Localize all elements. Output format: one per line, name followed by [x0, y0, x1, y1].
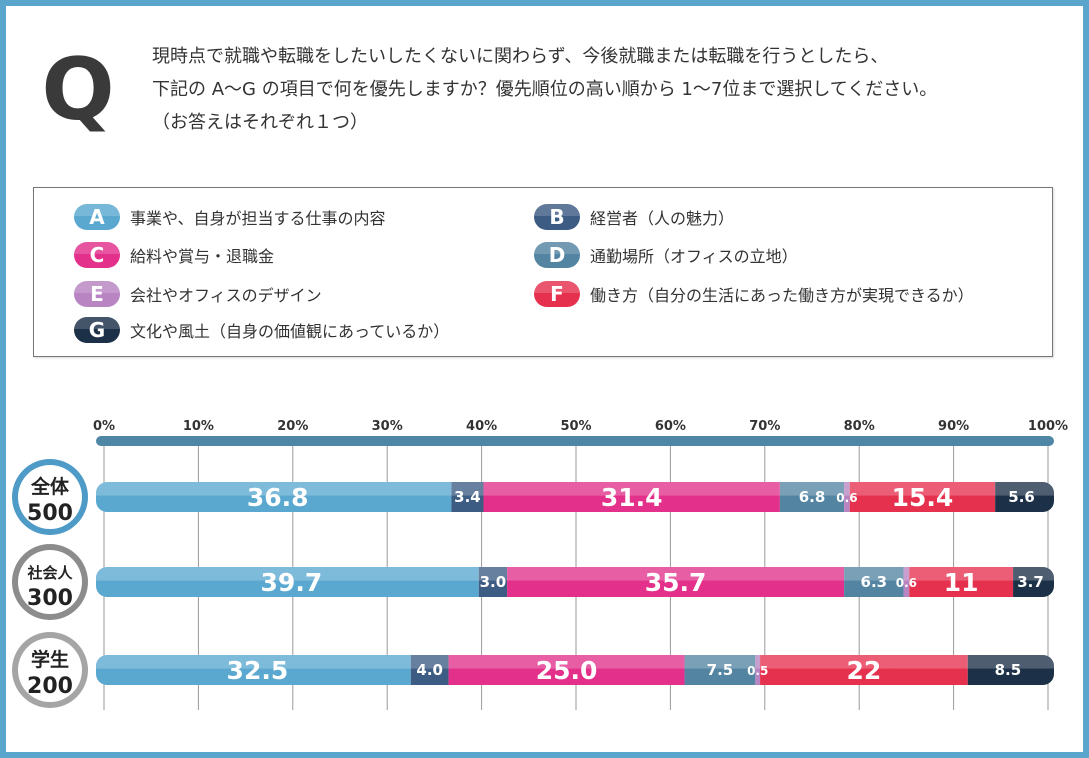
axis-bar: [96, 436, 1054, 446]
legend-label-f: 働き方（自分の生活にあった働き方が実現できるか）: [590, 286, 974, 305]
data-label: 22: [847, 656, 882, 685]
data-label: 3.0: [480, 573, 507, 591]
x-tick-label: 60%: [655, 419, 686, 434]
category-name: 社会人: [26, 564, 73, 582]
question-text: 現時点で就職や転職をしたいしたくないに関わらず、今後就職または転職を行うとしたら…: [152, 40, 1072, 139]
data-label: 35.7: [645, 568, 707, 597]
data-label: 15.4: [892, 483, 954, 512]
legend-label-a: 事業や、自身が担当する仕事の内容: [130, 209, 386, 228]
data-label: 3.7: [1017, 573, 1044, 591]
x-tick-label: 70%: [749, 419, 780, 434]
data-label: 0.6: [836, 491, 857, 505]
x-tick-label: 80%: [844, 419, 875, 434]
data-label: 11: [944, 568, 979, 597]
legend-badge-d: D: [534, 242, 580, 268]
data-label: 4.0: [416, 661, 443, 679]
legend-label-g: 文化や風土（自身の価値観にあっているか）: [130, 322, 450, 341]
data-label: 31.4: [601, 483, 663, 512]
data-label: 0.6: [896, 576, 917, 590]
question-line: 現時点で就職や転職をしたいしたくないに関わらず、今後就職または転職を行うとしたら…: [152, 46, 889, 67]
category-badge-inner: [18, 638, 82, 702]
data-label: 6.8: [799, 488, 826, 506]
x-tick-label: 20%: [277, 419, 308, 434]
legend-item-e: E 会社やオフィスのデザイン: [74, 279, 322, 309]
bar-gloss: [96, 567, 1054, 597]
question-line: （お答えはそれぞれ１つ）: [152, 112, 368, 133]
data-label: 25.0: [536, 656, 598, 685]
legend-badge-e: E: [74, 281, 120, 307]
category-n: 500: [27, 501, 73, 526]
category-name: 学生: [31, 648, 69, 671]
data-label: 5.6: [1008, 488, 1035, 506]
legend-item-d: D 通勤場所（オフィスの立地）: [534, 240, 798, 270]
legend-label-d: 通勤場所（オフィスの立地）: [590, 247, 798, 266]
bar-row: [96, 655, 1054, 685]
category-n: 200: [27, 674, 73, 699]
legend-label-e: 会社やオフィスのデザイン: [130, 286, 322, 305]
data-label: 39.7: [261, 568, 323, 597]
data-label: 7.5: [707, 661, 734, 679]
data-label: 36.8: [247, 483, 309, 512]
bar-gloss: [96, 655, 1054, 685]
question-line: 下記の A～G の項目で何を優先しますか？優先順位の高い順から 1～7位まで選択…: [152, 79, 938, 100]
bar-row: [96, 482, 1054, 512]
legend-badge-g: G: [74, 317, 120, 343]
legend-label-c: 給料や賞与・退職金: [130, 247, 275, 266]
x-tick-label: 50%: [560, 419, 591, 434]
legend-badge-b: B: [534, 204, 580, 230]
x-tick-label: 40%: [466, 419, 497, 434]
category-badge-inner: [18, 550, 82, 614]
legend-label-b: 経営者（人の魅力）: [590, 209, 735, 228]
legend-item-a: A 事業や、自身が担当する仕事の内容: [74, 202, 386, 232]
bar-row: [96, 567, 1054, 597]
question-mark: Q: [41, 40, 115, 140]
bar-gloss: [96, 482, 1054, 512]
data-label: 32.5: [227, 656, 289, 685]
legend: A 事業や、自身が担当する仕事の内容 B 経営者（人の魅力） C 給料や賞与・退…: [33, 187, 1053, 357]
legend-badge-a: A: [74, 204, 120, 230]
legend-item-b: B 経営者（人の魅力）: [534, 202, 734, 232]
category-n: 300: [27, 586, 73, 611]
legend-item-f: F 働き方（自分の生活にあった働き方が実現できるか）: [534, 279, 974, 309]
data-label: 3.4: [454, 488, 481, 506]
category-badge-inner: [18, 465, 82, 529]
data-label: 8.5: [995, 661, 1022, 679]
category-name: 全体: [30, 475, 70, 498]
legend-badge-f: F: [534, 281, 580, 307]
legend-item-c: C 給料や賞与・退職金: [74, 240, 274, 270]
data-label: 0.5: [747, 664, 768, 678]
x-tick-label: 10%: [183, 419, 214, 434]
x-tick-label: 90%: [938, 419, 969, 434]
x-tick-label: 0%: [93, 419, 115, 434]
x-tick-label: 100%: [1028, 419, 1068, 434]
legend-item-g: G 文化や風土（自身の価値観にあっているか）: [74, 315, 449, 345]
x-tick-label: 30%: [372, 419, 403, 434]
legend-badge-c: C: [74, 242, 120, 268]
data-label: 6.3: [861, 573, 888, 591]
